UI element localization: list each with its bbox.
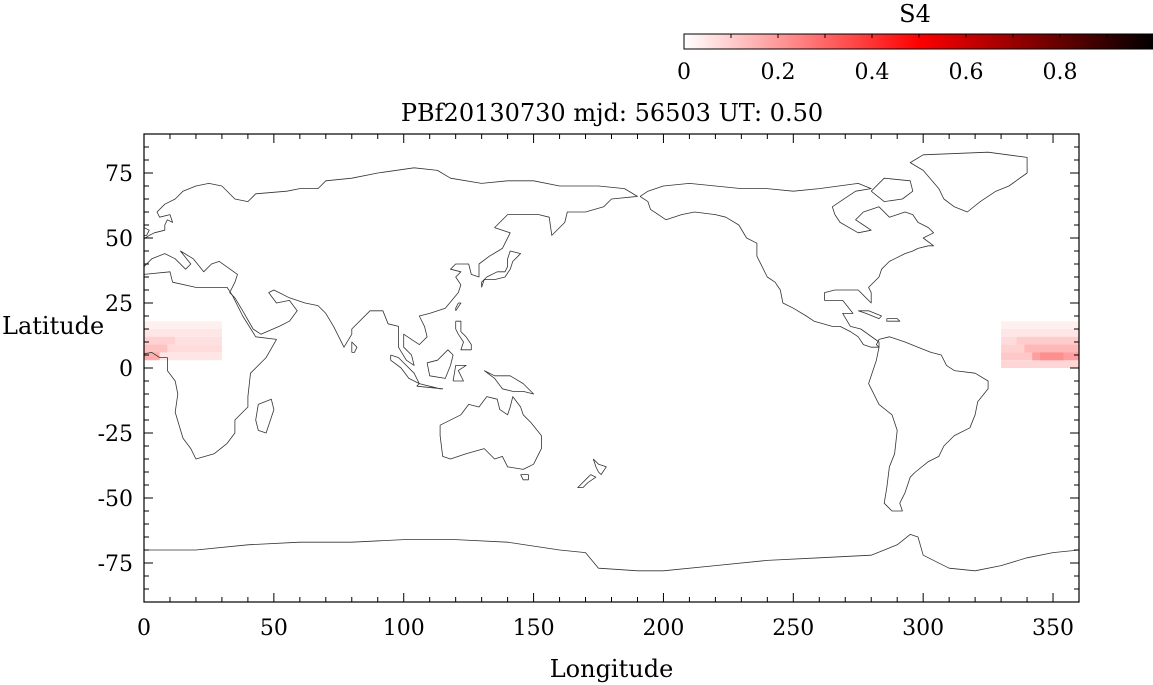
x-tick-label: 150 — [513, 616, 555, 641]
y-tick-label: 0 — [119, 357, 133, 382]
heatmap-cell — [144, 336, 176, 345]
coastline-australia — [439, 396, 542, 470]
colorbar-ticks: 0 0.2 0.4 0.6 0.8 — [677, 34, 1108, 85]
colorbar-tick-label: 0 — [677, 60, 691, 85]
coastline-tasmania — [520, 474, 529, 481]
colorbar-tick-label: 0.6 — [949, 60, 984, 85]
x-tick-label: 200 — [642, 616, 684, 641]
heatmap-cell — [1001, 321, 1079, 329]
colorbar-label: S4 — [899, 0, 931, 28]
heatmap-cell — [1016, 336, 1079, 345]
y-tick-label: 50 — [105, 227, 133, 252]
coastline-philippines — [455, 320, 472, 351]
heatmap-cell — [1001, 360, 1079, 368]
x-tick-label: 50 — [260, 616, 288, 641]
heatmap-cell — [144, 352, 160, 361]
heatmap-cell — [144, 321, 222, 329]
y-tick-label: -75 — [98, 552, 133, 577]
coastline-sumatra — [390, 354, 420, 384]
x-tick-label: 250 — [772, 616, 814, 641]
coastline-new-zealand-north — [592, 458, 607, 475]
coastline-eurasia — [144, 167, 638, 366]
coastline-cuba — [858, 310, 882, 319]
y-tick-label: -25 — [98, 422, 133, 447]
plot-title: PBf20130730 mjd: 56503 UT: 0.50 — [401, 99, 823, 127]
heatmap-cell — [144, 344, 222, 353]
heatmap-cell — [144, 344, 168, 353]
coastline-africa — [144, 271, 277, 460]
colorbar-tick-label: 0.8 — [1043, 60, 1078, 85]
coastline-taiwan — [455, 302, 462, 312]
coastline-new-guinea — [483, 370, 534, 395]
coastlines — [82, 151, 1079, 572]
colorbar: S4 0 0.2 0.4 0.6 0.8 — [677, 0, 1153, 85]
coastline-new-zealand-south — [577, 474, 597, 488]
coastline-japan — [481, 250, 521, 288]
heatmap-cell — [1024, 344, 1079, 353]
heatmap-cell — [144, 336, 222, 345]
y-tick-label: 25 — [105, 292, 133, 317]
coastline-borneo — [426, 349, 454, 379]
coastline-madagascar — [255, 398, 275, 434]
coastline-baffin-island — [870, 177, 914, 202]
heatmap-cell — [1001, 329, 1079, 337]
coastline-sri-lanka — [351, 341, 358, 353]
coastline-iceland — [82, 196, 108, 204]
coastline-java — [416, 383, 444, 390]
x-tick-label: 100 — [383, 616, 425, 641]
x-tick-label: 0 — [137, 616, 151, 641]
coastline-sulawesi — [452, 365, 467, 382]
coastline-great-britain — [144, 227, 150, 237]
y-axis-title: Latitude — [2, 312, 104, 340]
coastline-greenland — [909, 151, 1028, 213]
x-tick-label: 350 — [1032, 616, 1074, 641]
coastline-south-america — [868, 336, 989, 512]
heatmap-cell — [144, 329, 222, 337]
x-axis-title: Longitude — [550, 655, 674, 683]
coastline-antarctica — [144, 534, 1079, 572]
x-axis-ticks: 0 50 100 150 200 250 300 350 — [137, 134, 1080, 641]
heatmap-cells — [144, 321, 1079, 368]
colorbar-tick-label: 0.4 — [855, 60, 890, 85]
heatmap-cell — [1040, 352, 1064, 361]
y-axis-ticks: 75 50 25 0 -25 -50 -75 — [98, 146, 1079, 590]
y-tick-label: -50 — [98, 487, 133, 512]
heatmap-cell — [144, 352, 222, 361]
x-tick-label: 300 — [902, 616, 944, 641]
colorbar-tick-label: 0.2 — [761, 60, 796, 85]
y-tick-label: 75 — [105, 162, 133, 187]
coastline-hispaniola — [886, 318, 901, 322]
coastline-north-america — [639, 183, 934, 348]
plot-frame — [143, 133, 1080, 603]
